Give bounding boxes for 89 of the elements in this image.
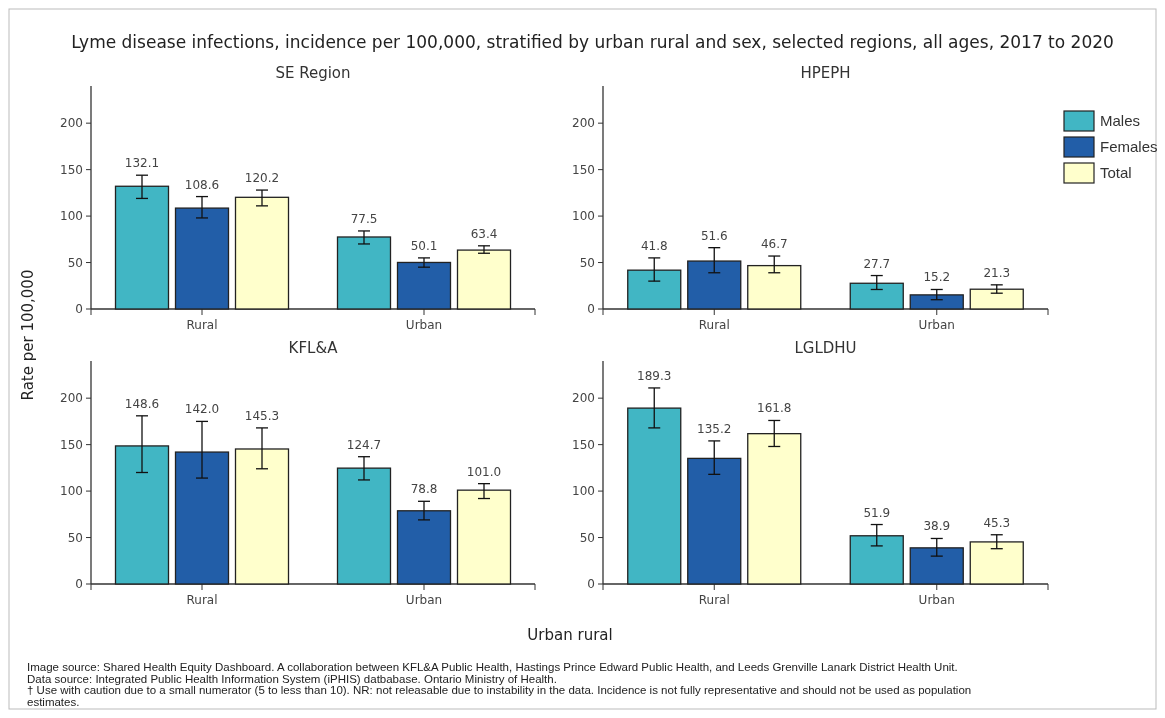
bar [747,264,802,310]
y-tick-label: 50 [579,255,595,270]
bar [849,282,904,310]
x-tick-label: Urban [918,318,955,332]
data-label: 38.9 [923,519,951,534]
bar [687,260,742,310]
y-tick-label: 150 [60,162,83,177]
data-label: 63.4 [470,226,498,241]
bar [114,445,170,585]
chart-subtitle: SE Region [275,64,351,82]
legend-label: Females [1100,138,1158,156]
x-tick-label: Rural [698,593,730,607]
bar [969,288,1024,310]
y-tick-label: 50 [67,530,83,545]
bar [174,207,230,310]
y-tick-label: 50 [67,255,83,270]
data-label: 124.7 [346,437,382,452]
x-tick-label: Urban [405,318,443,332]
data-label: 77.5 [350,211,378,226]
x-tick-label: Rural [186,593,218,607]
data-label: 148.6 [124,396,160,411]
y-tick-label: 0 [75,577,83,592]
bar [909,547,964,585]
y-tick-label: 200 [572,391,595,406]
bar [174,451,230,585]
y-tick-label: 200 [572,116,595,131]
bar [849,535,904,585]
legend-label: Males [1100,112,1141,130]
y-axis-title: Rate per 100,000 [19,269,37,401]
y-tick-label: 150 [60,437,83,452]
bar [909,294,964,310]
data-label: 132.1 [124,156,160,171]
bar [687,457,742,585]
bar [627,269,682,310]
y-tick-label: 150 [572,162,595,177]
data-label: 15.2 [923,270,951,285]
bar [456,489,512,585]
y-tick-label: 200 [60,116,83,131]
data-label: 101.0 [466,464,502,479]
data-label: 78.8 [410,482,438,497]
legend-label: Total [1100,164,1132,182]
bar [234,448,290,585]
data-label: 50.1 [410,238,438,253]
text: Lyme disease infections, incidence per 100,000, stratified by urban rural and sex, selected regions, all ages, 2017 to 2020 [71,32,1114,52]
bar [336,467,392,585]
data-label: 120.2 [244,171,280,186]
bar [396,510,452,585]
bar [456,249,512,310]
bar [969,541,1024,585]
data-label: 142.0 [184,402,220,417]
y-tick-label: 0 [587,577,595,592]
source-note: Data source: Integrated Public Health Information System (iPHIS) datbabase. Ontario Ministry of Health. [27,672,557,685]
bar [627,407,682,585]
x-axis-title: Urban rural [527,626,613,644]
x-tick-label: Urban [405,593,443,607]
data-label: 51.6 [700,228,728,243]
data-label: 27.7 [863,256,891,271]
bar [336,236,392,310]
x-tick-label: Urban [918,593,955,607]
y-tick-label: 0 [587,302,595,317]
y-tick-label: 100 [60,484,83,499]
x-tick-label: Rural [186,318,218,332]
data-label: 108.6 [184,177,220,192]
y-tick-label: 0 [75,302,83,317]
y-tick-label: 50 [579,530,595,545]
data-label: 41.8 [640,238,668,253]
data-label: 45.3 [983,515,1011,530]
y-tick-label: 200 [60,391,83,406]
chart-subtitle: KFL&A [288,339,339,357]
bar [747,433,802,585]
data-label: 189.3 [637,368,672,383]
y-tick-label: 150 [572,437,595,452]
chart-subtitle: LGLDHU [794,339,857,357]
bar [234,196,290,310]
text: † Use with caution due to a small numerator (5 to less than 10). NR: not releasable due to instability in the data. Incidence is not fully representative and should not be used as population estimates. [27,684,972,708]
data-label: 135.2 [697,421,732,436]
text: Image source: Shared Health Equity Dashboard. A collaboration between KFL&A Public Health, Hastings Prince Edward Public Health, and Leeds Grenville Lanark District Health Unit. [27,661,958,673]
data-label: 46.7 [760,237,788,252]
x-tick-label: Rural [698,318,730,332]
y-tick-label: 100 [572,209,595,224]
chart-subtitle: HPEPH [800,64,851,82]
bar [114,185,170,310]
bar [396,261,452,310]
y-tick-label: 100 [572,484,595,499]
data-label: 21.3 [983,265,1011,280]
y-tick-label: 100 [60,209,83,224]
data-label: 161.8 [757,401,792,416]
data-label: 145.3 [244,408,280,423]
data-label: 51.9 [863,505,891,520]
